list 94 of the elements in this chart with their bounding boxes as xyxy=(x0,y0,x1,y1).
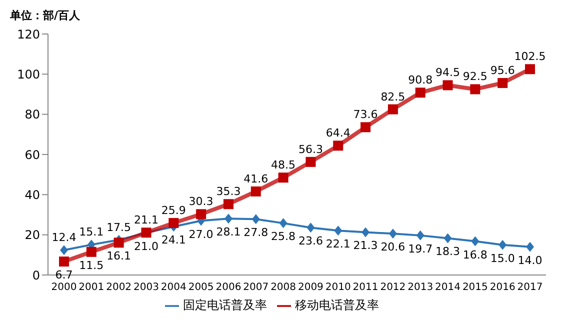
point xyxy=(470,84,480,94)
data-label: 21.1 xyxy=(134,214,158,227)
x-tick-label: 2008 xyxy=(270,282,296,294)
point xyxy=(59,256,69,267)
point xyxy=(252,214,260,224)
point xyxy=(526,242,534,252)
x-tick-label: 2014 xyxy=(435,282,460,294)
data-label: 56.3 xyxy=(298,142,323,156)
data-label: 27.0 xyxy=(188,228,214,241)
point xyxy=(114,238,124,248)
point xyxy=(416,230,424,240)
x-tick-label: 2003 xyxy=(134,282,159,294)
data-label: 15.0 xyxy=(490,252,515,265)
point xyxy=(444,233,452,244)
x-tick-label: 2001 xyxy=(78,282,104,294)
x-tick-label: 2011 xyxy=(352,282,378,294)
x-tick-label: 2002 xyxy=(106,282,132,294)
y-axis-title: 单位：部/百人 xyxy=(10,8,80,23)
x-tick-label: 2010 xyxy=(325,282,351,294)
point xyxy=(168,218,179,228)
data-label: 94.5 xyxy=(436,66,460,80)
x-tick-label: 2005 xyxy=(188,282,214,294)
x-tick-label: 2012 xyxy=(380,282,406,294)
data-label: 30.3 xyxy=(188,195,214,208)
data-label: 102.5 xyxy=(514,50,546,64)
point xyxy=(498,240,507,250)
x-tick-label: 2000 xyxy=(51,282,77,294)
data-label: 64.4 xyxy=(326,126,350,140)
y-tick-label: 40 xyxy=(24,188,40,202)
point xyxy=(306,156,316,167)
point xyxy=(334,226,342,236)
data-label: 35.3 xyxy=(216,185,241,198)
point xyxy=(442,80,453,90)
data-label: 82.5 xyxy=(380,90,406,104)
point xyxy=(471,236,480,246)
y-tick-label: 80 xyxy=(24,108,40,122)
data-label: 19.7 xyxy=(408,242,433,256)
data-label: 20.6 xyxy=(380,240,406,254)
point xyxy=(498,78,508,88)
legend-label: 移动电话普及率 xyxy=(295,298,379,312)
data-label: 73.6 xyxy=(353,108,378,122)
data-label: 17.5 xyxy=(106,220,132,234)
data-label: 16.8 xyxy=(462,248,488,262)
data-label: 95.6 xyxy=(490,64,515,78)
data-label: 22.1 xyxy=(326,238,350,251)
x-tick-label: 2016 xyxy=(490,282,516,294)
point xyxy=(306,222,315,233)
data-label: 15.1 xyxy=(79,226,104,239)
point xyxy=(278,172,288,183)
point xyxy=(362,227,370,238)
x-tick-label: 2015 xyxy=(462,282,488,294)
point xyxy=(415,88,426,98)
data-label: 21.3 xyxy=(353,239,378,252)
point xyxy=(388,228,397,239)
data-label: 23.6 xyxy=(298,234,323,248)
y-tick-label: 100 xyxy=(17,67,40,82)
x-tick-label: 2013 xyxy=(408,282,434,294)
x-tick-label: 2006 xyxy=(216,282,242,294)
x-tick-label: 2007 xyxy=(243,282,269,294)
data-label: 18.3 xyxy=(436,245,460,258)
x-tick-label: 2004 xyxy=(160,282,186,294)
data-label: 25.8 xyxy=(271,230,296,244)
data-label: 16.1 xyxy=(106,250,132,263)
data-label: 28.1 xyxy=(216,226,241,239)
data-label: 48.5 xyxy=(271,158,296,172)
data-label: 25.9 xyxy=(161,204,186,217)
y-tick-label: 120 xyxy=(17,27,40,42)
data-label: 24.1 xyxy=(161,234,186,247)
data-label: 14.0 xyxy=(518,254,542,267)
y-tick-label: 20 xyxy=(24,228,40,242)
point xyxy=(224,214,232,224)
legend-label: 固定电话普及率 xyxy=(183,298,267,312)
data-label: 92.5 xyxy=(462,70,488,84)
point xyxy=(360,122,371,132)
data-label: 11.5 xyxy=(79,258,104,272)
x-tick-label: 2017 xyxy=(517,282,543,294)
data-label: 90.8 xyxy=(408,74,433,87)
data-label: 41.6 xyxy=(244,172,268,186)
point xyxy=(279,218,288,228)
data-label: 27.8 xyxy=(244,226,268,240)
point xyxy=(60,245,68,256)
data-label: 12.4 xyxy=(52,231,76,244)
data-label: 21.0 xyxy=(134,240,158,253)
point xyxy=(525,64,535,74)
point xyxy=(388,104,398,114)
data-label: 6.7 xyxy=(55,268,73,282)
point xyxy=(250,186,261,196)
y-tick-label: 0 xyxy=(32,268,40,282)
point xyxy=(223,199,234,210)
point xyxy=(333,140,344,151)
x-tick-label: 2009 xyxy=(298,282,324,294)
point xyxy=(196,209,206,220)
point xyxy=(86,246,96,257)
y-tick-label: 60 xyxy=(24,148,40,162)
